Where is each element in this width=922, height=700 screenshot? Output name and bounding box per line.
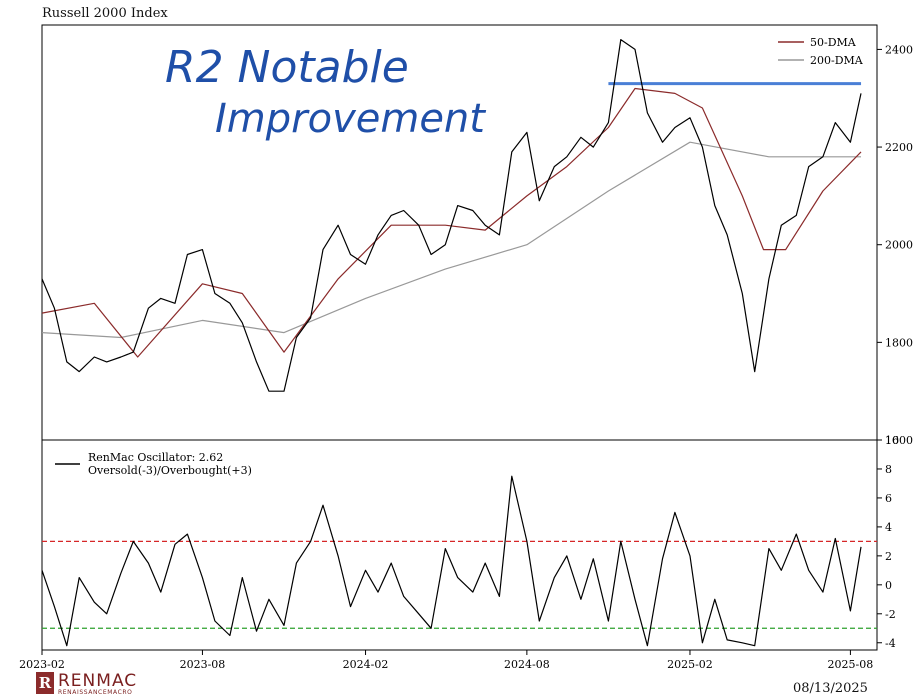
x-tick-label: 2023-08 xyxy=(180,658,226,671)
x-tick-label: 2024-02 xyxy=(343,658,389,671)
price-y-tick-label: 1800 xyxy=(885,336,913,349)
price-y-tick-label: 2400 xyxy=(885,43,913,56)
annotation-line-1: R2 Notable xyxy=(165,42,409,93)
annotation-line-2: Improvement xyxy=(215,96,486,142)
date-stamp: 08/13/2025 xyxy=(793,681,868,696)
oscillator-y-tick-label: 4 xyxy=(885,521,892,534)
oscillator-y-tick-label: -2 xyxy=(885,608,896,621)
price-y-tick-label: 2200 xyxy=(885,141,913,154)
oscillator-y-tick-label: 2 xyxy=(885,550,892,563)
oscillator-y-tick-label: 8 xyxy=(885,463,892,476)
series-line-russell-2000 xyxy=(41,38,862,392)
x-tick-label: 2025-08 xyxy=(828,658,874,671)
oscillator-legend: RenMac Oscillator: 2.62 Oversold(-3)/Ove… xyxy=(55,451,252,477)
logo-subtext: RENAISSANCEMACRO xyxy=(58,689,133,696)
oscillator-y-tick-label: -4 xyxy=(885,637,896,650)
legend-label-50dma: 50-DMA xyxy=(810,36,857,49)
price-y-tick-label: 2000 xyxy=(885,239,913,252)
price-legend: 50-DMA 200-DMA xyxy=(778,36,864,67)
oscillator-panel-frame xyxy=(41,439,878,651)
x-tick-label: 2025-02 xyxy=(667,658,713,671)
series-line-200dma xyxy=(41,141,861,339)
legend-label-oscillator: RenMac Oscillator: 2.62 xyxy=(88,451,223,464)
legend-label-thresholds: Oversold(-3)/Overbought(+3) xyxy=(88,464,252,477)
logo-wordmark: RENMAC xyxy=(58,671,138,691)
x-tick-label: 2023-02 xyxy=(19,658,65,671)
series-line-50dma xyxy=(41,87,862,358)
logo-mark: R xyxy=(36,672,54,694)
oscillator-y-tick-label: 0 xyxy=(885,579,892,592)
oscillator-y-tick-label: 6 xyxy=(885,492,892,505)
legend-label-200dma: 200-DMA xyxy=(810,54,864,67)
renmac-logo: R RENMAC RENAISSANCEMACRO xyxy=(36,671,186,698)
oscillator-y-tick-label: 10 xyxy=(885,434,899,447)
price-y-tick-label: 1600 xyxy=(885,434,913,447)
series-line-oscillator xyxy=(41,475,862,647)
x-tick-label: 2024-08 xyxy=(504,658,550,671)
handwritten-annotation: R2 Notable Improvement xyxy=(165,42,486,142)
chart-title: Russell 2000 Index xyxy=(42,6,168,21)
